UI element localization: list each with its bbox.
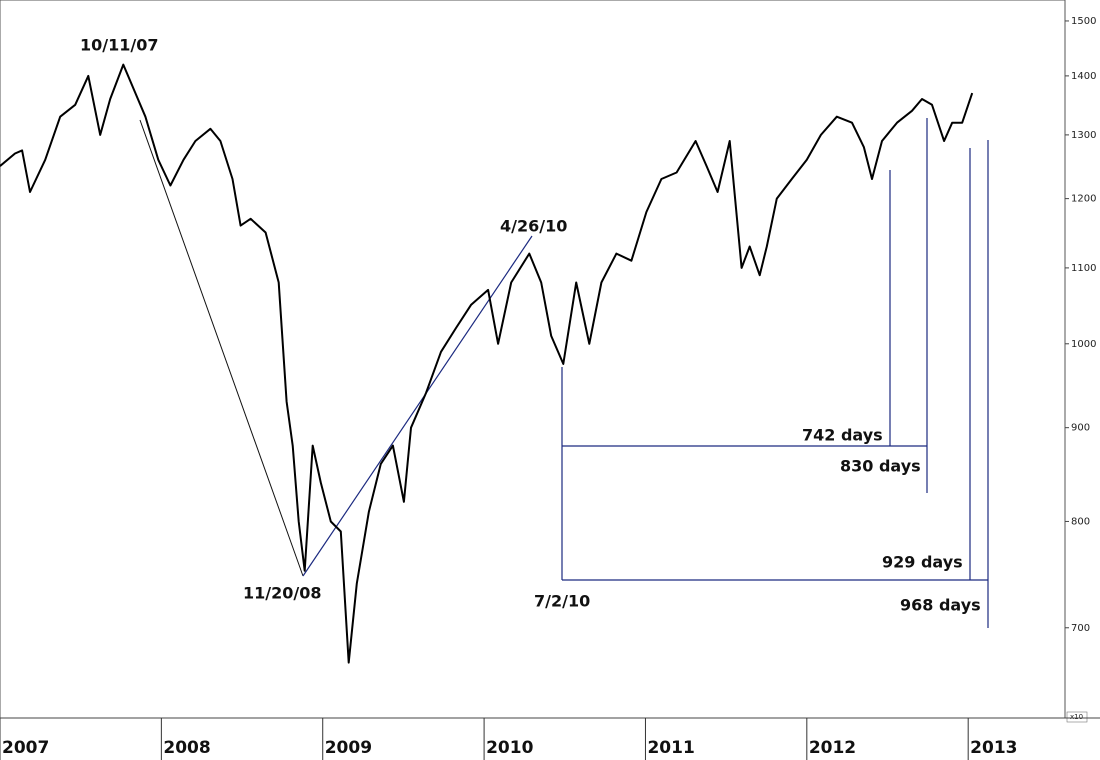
- x-tick-label: 2010: [486, 738, 533, 758]
- annotation: 830 days: [840, 457, 921, 476]
- x-tick-label: 2009: [325, 738, 372, 758]
- annotation: 742 days: [802, 426, 883, 445]
- trend-line: [139, 119, 304, 577]
- annotation: 968 days: [900, 596, 981, 615]
- y-tick-label: 1100: [1071, 263, 1096, 274]
- axis-note: x10: [1070, 713, 1083, 721]
- price-line: [0, 63, 974, 664]
- trend-line: [302, 235, 533, 577]
- annotation: 10/11/07: [80, 36, 158, 55]
- y-tick-label: 800: [1071, 516, 1090, 527]
- y-tick-label: 900: [1071, 423, 1090, 434]
- y-tick-label: 700: [1071, 623, 1090, 634]
- annotation-lines: [139, 118, 989, 628]
- annotation: 4/26/10: [500, 217, 567, 236]
- x-tick-label: 2007: [2, 738, 49, 758]
- axis-note-box: [1066, 711, 1088, 723]
- y-tick-label: 1200: [1071, 194, 1096, 205]
- x-tick-label: 2012: [809, 738, 856, 758]
- y-tick-label: 1000: [1071, 339, 1096, 350]
- annotation: 11/20/08: [243, 584, 321, 603]
- x-tick-label: 2008: [163, 738, 210, 758]
- x-tick-label: 2013: [970, 738, 1017, 758]
- annotation: 929 days: [882, 553, 963, 572]
- x-tick-label: 2011: [647, 738, 694, 758]
- annotation: 7/2/10: [534, 592, 590, 611]
- y-tick-label: 1300: [1071, 130, 1096, 141]
- y-tick-label: 1400: [1071, 71, 1096, 82]
- y-tick-label: 1500: [1071, 16, 1096, 27]
